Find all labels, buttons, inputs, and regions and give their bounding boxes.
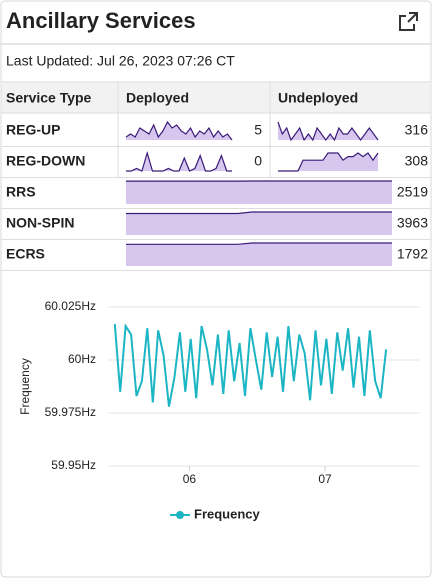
- total-value: 1792: [397, 246, 428, 262]
- sparkline-area: [126, 243, 392, 266]
- y-tick-label: 60Hz: [68, 352, 96, 366]
- undeployed-value: 316: [405, 122, 429, 138]
- service-name: REG-DOWN: [6, 153, 85, 169]
- legend-label: Frequency: [194, 506, 261, 521]
- y-axis-label: Frequency: [18, 358, 32, 415]
- y-tick-label: 60.025Hz: [45, 299, 96, 313]
- undeployed-value: 308: [405, 153, 429, 169]
- sparkline-area: [126, 212, 392, 235]
- service-name: NON-SPIN: [6, 215, 74, 231]
- column-header: Service Type: [6, 90, 92, 106]
- total-value: 2519: [397, 184, 428, 200]
- last-updated: Last Updated: Jul 26, 2023 07:26 CT: [6, 53, 235, 69]
- service-name: RRS: [6, 184, 36, 200]
- service-name: REG-UP: [6, 122, 60, 138]
- sparkline-area: [126, 181, 392, 204]
- total-value: 3963: [397, 215, 428, 231]
- x-tick-label: 06: [183, 472, 197, 486]
- column-header: Deployed: [126, 90, 189, 106]
- legend-swatch-dot: [176, 511, 184, 519]
- x-tick-label: 07: [318, 472, 332, 486]
- widget-title: Ancillary Services: [6, 8, 196, 33]
- y-tick-label: 59.95Hz: [51, 458, 96, 472]
- deployed-value: 0: [254, 153, 262, 169]
- deployed-value: 5: [254, 122, 262, 138]
- column-header: Undeployed: [278, 90, 358, 106]
- y-tick-label: 59.975Hz: [45, 405, 96, 419]
- service-name: ECRS: [6, 246, 45, 262]
